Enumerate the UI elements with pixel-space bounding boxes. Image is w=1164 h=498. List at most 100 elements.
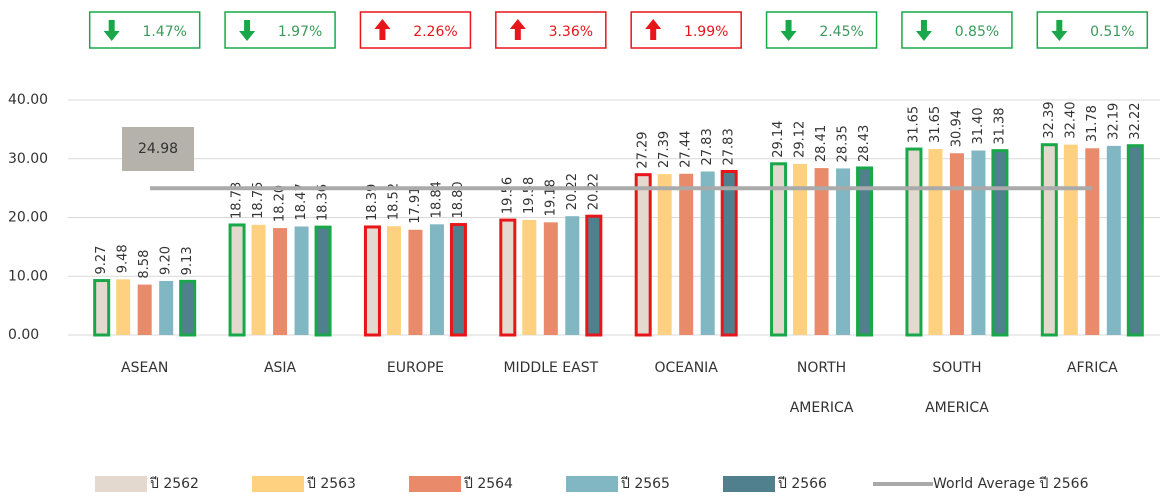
value-label: 18.80	[451, 181, 466, 218]
change-label: 1.47%	[142, 24, 186, 40]
bar	[793, 163, 808, 335]
bar	[251, 224, 266, 335]
bar	[905, 147, 923, 337]
arrow-icon	[645, 19, 662, 40]
value-label: 9.20	[159, 246, 174, 275]
value-label: 30.94	[949, 110, 964, 147]
value-label: 31.65	[906, 106, 921, 143]
bar	[116, 279, 131, 335]
bar	[159, 280, 174, 335]
legend-label: ปี 2566	[778, 476, 828, 492]
bar	[720, 169, 738, 337]
bar	[770, 162, 788, 337]
change-badge: 2.45%	[765, 11, 878, 49]
value-label: 32.40	[1063, 101, 1078, 138]
value-label: 32.19	[1106, 103, 1121, 140]
value-label: 27.39	[657, 131, 672, 168]
x-tick-label: NORTH	[797, 360, 846, 376]
value-label: 18.47	[294, 183, 309, 220]
value-label: 31.65	[928, 106, 943, 143]
value-label: 18.20	[273, 185, 288, 222]
x-tick-label: ASIA	[264, 360, 297, 376]
bar	[179, 279, 197, 337]
legend-label: ปี 2564	[464, 476, 514, 492]
x-tick-label: AMERICA	[790, 400, 854, 416]
badge-box	[359, 11, 472, 49]
value-label: 27.29	[636, 131, 651, 168]
value-label: 31.38	[992, 107, 1007, 144]
value-label: 29.12	[793, 121, 808, 158]
bar	[93, 279, 111, 337]
x-tick-label: EUROPE	[387, 360, 444, 376]
change-label: 3.36%	[549, 24, 593, 40]
bar	[386, 226, 401, 335]
legend-label: ปี 2562	[150, 476, 199, 492]
bar	[634, 173, 652, 337]
legend-label: World Average ปี 2566	[933, 476, 1089, 492]
badge-box	[224, 11, 336, 49]
legend-swatch	[566, 476, 618, 492]
bar	[1040, 143, 1058, 337]
badge-box	[88, 11, 201, 49]
bar	[228, 223, 246, 337]
badge-box	[901, 11, 1013, 49]
value-label: 18.39	[365, 184, 380, 221]
x-tick-label: AFRICA	[1067, 360, 1118, 376]
legend-swatch	[409, 476, 461, 492]
arrow-icon	[1051, 20, 1068, 41]
value-label: 19.18	[543, 179, 558, 216]
bar	[949, 153, 964, 335]
change-badge: 1.97%	[224, 11, 336, 49]
x-tick-label: ASEAN	[121, 360, 168, 376]
value-label: 27.83	[722, 128, 737, 165]
change-label: 2.45%	[819, 24, 863, 40]
bar	[543, 222, 558, 335]
bar	[700, 171, 715, 335]
bar	[363, 225, 381, 337]
badge-box	[1036, 11, 1149, 49]
arrow-icon	[239, 20, 256, 41]
value-label: 28.35	[836, 125, 851, 162]
value-label: 18.75	[251, 182, 266, 219]
value-label: 31.40	[971, 107, 986, 144]
bar	[565, 216, 580, 335]
y-tick-label: 40.00	[8, 92, 48, 108]
value-label: 32.22	[1128, 102, 1143, 139]
bar	[137, 284, 152, 335]
bar	[1063, 144, 1078, 335]
value-label: 31.78	[1085, 105, 1100, 142]
bar	[585, 214, 603, 337]
y-tick-label: 0.00	[8, 327, 39, 343]
bar	[408, 229, 423, 335]
legend-swatch	[723, 476, 775, 492]
value-label: 27.44	[679, 131, 694, 168]
value-label: 17.91	[408, 187, 423, 224]
change-badge: 3.36%	[495, 11, 607, 49]
value-label: 9.13	[180, 246, 195, 275]
value-label: 32.39	[1042, 101, 1057, 138]
bar	[449, 223, 467, 337]
change-label: 0.51%	[1090, 24, 1134, 40]
change-badge: 2.26%	[359, 11, 472, 49]
arrow-icon	[103, 20, 120, 41]
y-tick-label: 30.00	[8, 151, 48, 167]
change-badge: 0.85%	[901, 11, 1013, 49]
value-label: 18.73	[230, 182, 245, 219]
bar	[814, 168, 829, 335]
arrow-icon	[915, 20, 932, 41]
bar	[1085, 148, 1100, 335]
change-label: 2.26%	[413, 24, 457, 40]
bar	[522, 219, 537, 335]
value-label: 29.14	[771, 121, 786, 158]
x-tick-label: MIDDLE EAST	[503, 360, 598, 376]
value-label: 20.22	[565, 173, 580, 210]
change-label: 1.99%	[684, 24, 728, 40]
legend-label: ปี 2565	[621, 476, 670, 492]
value-label: 19.58	[522, 177, 537, 214]
legend-swatch	[252, 476, 304, 492]
change-label: 1.97%	[278, 24, 322, 40]
x-tick-label: AMERICA	[925, 400, 989, 416]
value-label: 18.52	[386, 183, 401, 220]
arrow-icon	[509, 19, 526, 40]
